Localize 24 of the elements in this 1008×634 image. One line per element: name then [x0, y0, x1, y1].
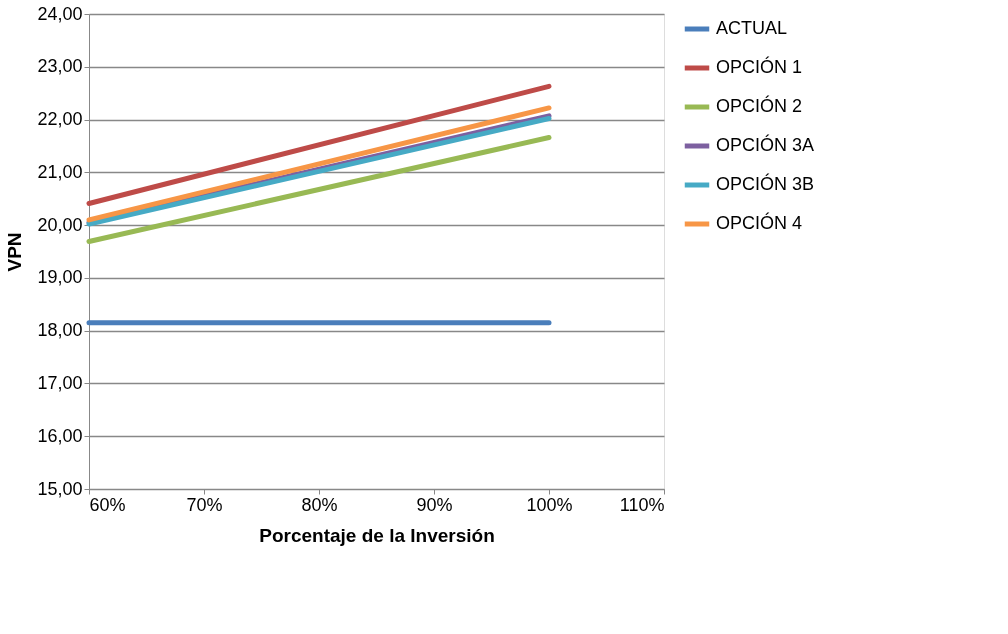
y-tick-label: 16,00	[37, 425, 83, 446]
y-tick-label: 15,00	[37, 478, 83, 499]
legend-label: OPCIÓN 4	[716, 212, 803, 233]
x-tick-label: 100%	[526, 494, 573, 515]
y-tick-label: 22,00	[37, 109, 83, 130]
y-axis-title: VPN	[4, 232, 26, 272]
x-tick-label: 90%	[416, 494, 453, 515]
y-tick-label: 24,00	[37, 3, 83, 24]
legend-label: ACTUAL	[716, 18, 788, 38]
legend-label: OPCIÓN 2	[716, 95, 803, 116]
y-tick-label: 18,00	[37, 320, 83, 341]
legend-label: OPCIÓN 3B	[716, 173, 815, 194]
y-tick-label: 19,00	[37, 267, 83, 288]
y-tick-label: 21,00	[37, 161, 83, 182]
legend-label: OPCIÓN 3A	[716, 134, 815, 155]
legend-label: OPCIÓN 1	[716, 56, 803, 77]
x-axis-title: Porcentaje de la Inversión	[259, 524, 495, 546]
y-tick-label: 17,00	[37, 372, 83, 393]
x-tick-label: 70%	[186, 494, 223, 515]
y-tick-label: 20,00	[37, 214, 83, 235]
y-tick-label: 23,00	[37, 56, 83, 77]
x-tick-label: 110%	[619, 494, 665, 515]
x-tick-label: 80%	[301, 494, 338, 515]
x-tick-label: 60%	[89, 494, 126, 515]
